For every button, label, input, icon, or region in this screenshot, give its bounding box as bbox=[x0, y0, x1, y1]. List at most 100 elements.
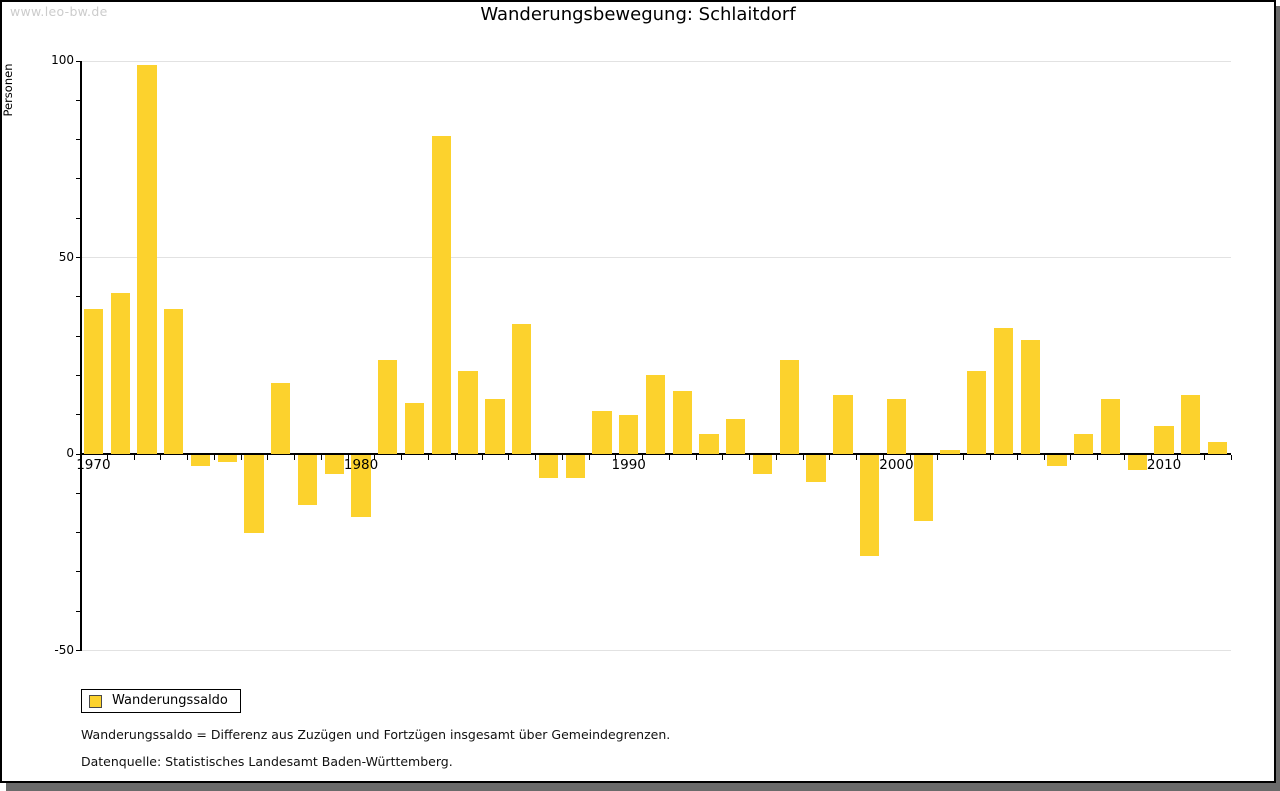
x-tick-mark bbox=[267, 454, 269, 460]
x-tick-mark bbox=[1016, 454, 1018, 460]
x-tick-mark bbox=[856, 454, 858, 460]
x-tick-mark bbox=[401, 454, 403, 460]
x-tick-mark bbox=[240, 454, 242, 460]
bar-2012 bbox=[1207, 442, 1228, 454]
bar-1973 bbox=[164, 308, 184, 454]
bar-2009 bbox=[1127, 454, 1147, 470]
bar-1987 bbox=[538, 454, 559, 478]
y-tick-mark bbox=[76, 60, 80, 62]
x-tick-mark bbox=[160, 454, 162, 460]
x-tick-label-1970: 1970 bbox=[76, 457, 111, 473]
bar-2007 bbox=[1074, 434, 1094, 454]
y-tick-mark bbox=[76, 139, 80, 141]
bar-1989 bbox=[592, 410, 612, 454]
legend: Wanderungssaldo bbox=[81, 689, 241, 713]
bar-2011 bbox=[1181, 395, 1201, 454]
x-tick-mark bbox=[320, 454, 322, 460]
x-tick-mark bbox=[588, 454, 590, 460]
bar-1992 bbox=[672, 391, 692, 454]
page-title: Wanderungsbewegung: Schlaitdorf bbox=[480, 4, 796, 25]
x-tick-mark bbox=[883, 454, 885, 460]
x-tick-mark bbox=[1097, 454, 1099, 460]
y-tick-mark bbox=[76, 374, 80, 376]
y-tick-label-100: 100 bbox=[51, 53, 74, 67]
bar-1995 bbox=[752, 454, 773, 474]
watermark: www.leo-bw.de bbox=[10, 4, 108, 19]
bar-1982 bbox=[404, 402, 425, 454]
y-tick-mark bbox=[76, 532, 80, 534]
x-tick-mark bbox=[80, 454, 81, 460]
x-tick-mark bbox=[1043, 454, 1045, 460]
y-axis-line bbox=[80, 61, 82, 651]
y-tick-mark bbox=[76, 99, 80, 101]
bar-2006 bbox=[1047, 454, 1067, 466]
bar-1970 bbox=[83, 308, 104, 454]
x-tick-mark bbox=[615, 454, 617, 460]
x-tick-mark bbox=[963, 454, 965, 460]
gridline-50 bbox=[80, 257, 1231, 258]
x-tick-mark bbox=[454, 454, 456, 460]
x-tick-mark bbox=[1204, 454, 1206, 460]
y-tick-label--50: -50 bbox=[54, 642, 74, 657]
bar-1976 bbox=[244, 454, 264, 533]
bar-2000 bbox=[886, 398, 907, 454]
x-tick-label-2000: 2000 bbox=[879, 457, 914, 473]
x-tick-mark bbox=[1070, 454, 1072, 460]
y-tick-mark bbox=[76, 217, 80, 219]
bar-1981 bbox=[378, 359, 398, 454]
x-tick-mark bbox=[133, 454, 135, 460]
x-tick-label-1990: 1990 bbox=[611, 457, 646, 473]
x-tick-mark bbox=[829, 454, 831, 460]
bar-1984 bbox=[458, 371, 478, 454]
bar-2004 bbox=[993, 328, 1014, 454]
legend-label: Wanderungssaldo bbox=[112, 693, 228, 708]
bar-1999 bbox=[859, 454, 880, 557]
bar-1974 bbox=[190, 454, 211, 466]
y-tick-mark bbox=[76, 492, 80, 494]
bar-1997 bbox=[806, 454, 826, 482]
y-tick-mark bbox=[76, 414, 80, 416]
x-tick-mark bbox=[535, 454, 537, 460]
bar-2008 bbox=[1100, 398, 1121, 454]
bar-2002 bbox=[940, 450, 960, 454]
bar-2005 bbox=[1020, 340, 1040, 454]
bar-2010 bbox=[1154, 426, 1174, 454]
x-tick-mark bbox=[695, 454, 697, 460]
y-tick-mark bbox=[76, 296, 80, 298]
bar-2003 bbox=[967, 371, 987, 454]
bar-2001 bbox=[913, 454, 933, 521]
bar-1993 bbox=[699, 434, 719, 454]
x-tick-mark bbox=[561, 454, 563, 460]
y-tick-mark bbox=[76, 571, 80, 573]
x-tick-mark bbox=[722, 454, 724, 460]
bar-1983 bbox=[431, 135, 451, 454]
y-tick-mark bbox=[76, 610, 80, 612]
y-tick-mark bbox=[76, 453, 80, 455]
x-tick-mark bbox=[187, 454, 189, 460]
footnote-source: Datenquelle: Statistisches Landesamt Bad… bbox=[81, 754, 453, 769]
bar-1996 bbox=[779, 359, 799, 454]
bar-1994 bbox=[726, 418, 746, 454]
x-tick-mark bbox=[936, 454, 938, 460]
bar-1979 bbox=[324, 454, 344, 474]
y-tick-mark bbox=[76, 178, 80, 180]
bar-1986 bbox=[512, 324, 532, 454]
x-tick-mark bbox=[909, 454, 911, 460]
bar-1975 bbox=[217, 454, 237, 462]
x-tick-mark bbox=[775, 454, 777, 460]
legend-swatch-icon bbox=[89, 695, 102, 708]
bar-1980 bbox=[351, 454, 371, 517]
bar-1988 bbox=[565, 454, 585, 478]
x-tick-mark bbox=[802, 454, 804, 460]
bar-1985 bbox=[485, 398, 505, 454]
x-tick-mark bbox=[642, 454, 644, 460]
x-tick-mark bbox=[213, 454, 215, 460]
x-tick-mark bbox=[749, 454, 751, 460]
x-tick-mark bbox=[347, 454, 349, 460]
bar-1990 bbox=[619, 414, 639, 454]
footnote-definition: Wanderungssaldo = Differenz aus Zuzügen … bbox=[81, 727, 671, 742]
bar-1998 bbox=[833, 395, 853, 454]
x-tick-mark bbox=[668, 454, 670, 460]
bar-1991 bbox=[645, 375, 666, 454]
